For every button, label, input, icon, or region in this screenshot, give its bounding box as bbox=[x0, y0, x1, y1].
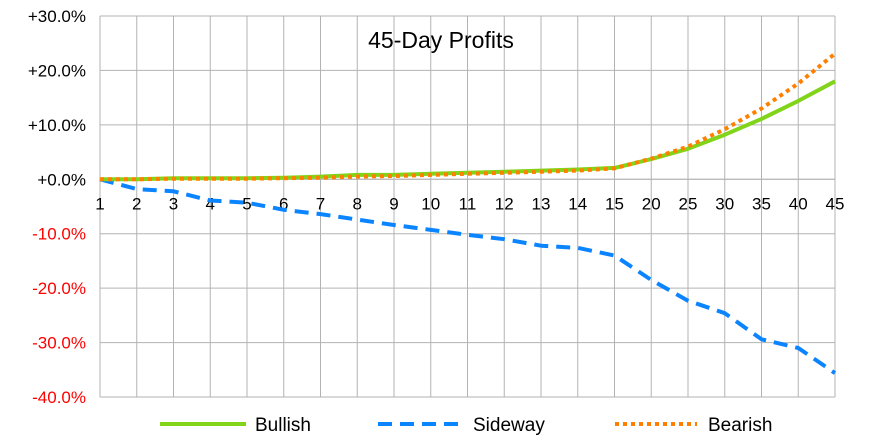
y-tick-label: +10.0% bbox=[28, 116, 86, 135]
y-tick-label: -40.0% bbox=[32, 388, 86, 407]
chart-title: 45-Day Profits bbox=[368, 27, 514, 53]
x-tick-label: 11 bbox=[459, 194, 477, 213]
y-tick-label: -10.0% bbox=[32, 225, 86, 244]
legend-label-bullish: Bullish bbox=[255, 415, 311, 436]
x-tick-label: 2 bbox=[132, 194, 141, 213]
x-tick-label: 15 bbox=[605, 194, 624, 213]
legend-label-sideway: Sideway bbox=[473, 415, 545, 436]
y-tick-label: +0.0% bbox=[37, 170, 86, 189]
x-tick-label: 3 bbox=[169, 194, 178, 213]
x-tick-label: 35 bbox=[752, 194, 771, 213]
x-tick-label: 40 bbox=[789, 194, 808, 213]
x-axis: 1 2 3 4 5 6 7 8 9 10 11 12 13 14 15 20 25 30 35 40 45 bbox=[95, 178, 845, 213]
x-tick-label: 1 bbox=[95, 194, 104, 213]
x-tick-label: 9 bbox=[389, 194, 398, 213]
y-axis: +30.0% +20.0% +10.0% +0.0% -10.0% -20.0% -30.0… bbox=[28, 7, 86, 407]
x-tick-label: 25 bbox=[679, 194, 698, 213]
x-tick-label: 4 bbox=[206, 194, 215, 213]
x-tick-label: 45 bbox=[826, 194, 845, 213]
x-tick-label: 6 bbox=[279, 194, 288, 213]
y-tick-label: -20.0% bbox=[32, 279, 86, 298]
x-tick-label: 12 bbox=[495, 194, 514, 213]
gridlines bbox=[99, 15, 836, 398]
x-tick-label: 20 bbox=[642, 194, 661, 213]
x-tick-label: 7 bbox=[316, 194, 325, 213]
x-tick-label: 13 bbox=[532, 194, 551, 213]
y-tick-label: +30.0% bbox=[28, 7, 86, 26]
x-tick-label: 10 bbox=[421, 194, 440, 213]
legend-label-bearish: Bearish bbox=[708, 415, 772, 436]
y-tick-label: +20.0% bbox=[28, 61, 86, 80]
x-tick-label: 30 bbox=[715, 194, 734, 213]
series-lines bbox=[99, 52, 837, 375]
series-line-bearish bbox=[100, 52, 837, 182]
x-tick-label: 5 bbox=[242, 194, 251, 213]
y-tick-label: -30.0% bbox=[32, 334, 86, 353]
x-tick-label: 8 bbox=[353, 194, 362, 213]
legend: Bullish Sideway Bearish bbox=[160, 415, 772, 436]
x-tick-label: 14 bbox=[568, 194, 587, 213]
